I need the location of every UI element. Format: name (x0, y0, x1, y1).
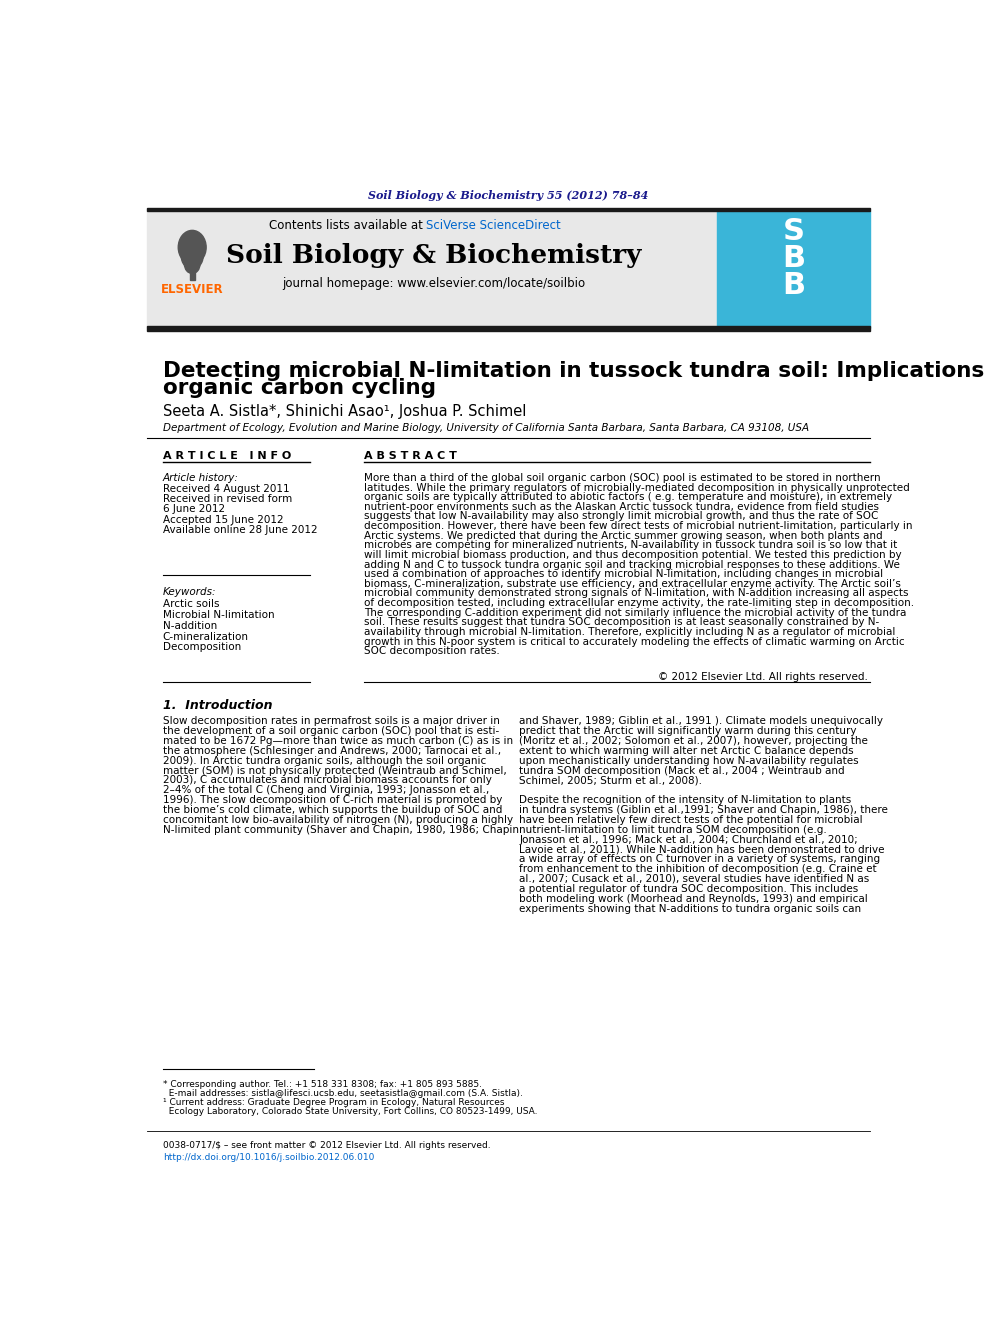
Text: latitudes. While the primary regulators of microbially-mediated decomposition in: latitudes. While the primary regulators … (364, 483, 910, 492)
Text: SOC decomposition rates.: SOC decomposition rates. (364, 646, 500, 656)
Text: A R T I C L E   I N F O: A R T I C L E I N F O (163, 451, 291, 462)
Text: http://dx.doi.org/10.1016/j.soilbio.2012.06.010: http://dx.doi.org/10.1016/j.soilbio.2012… (163, 1152, 374, 1162)
Text: Accepted 15 June 2012: Accepted 15 June 2012 (163, 515, 284, 525)
Text: S: S (783, 217, 805, 246)
Text: mated to be 1672 Pg—more than twice as much carbon (C) as is in: mated to be 1672 Pg—more than twice as m… (163, 736, 513, 746)
Text: in tundra systems (Giblin et al.,1991; Shaver and Chapin, 1986), there: in tundra systems (Giblin et al.,1991; S… (519, 804, 888, 815)
Text: Detecting microbial N-limitation in tussock tundra soil: Implications for Arctic: Detecting microbial N-limitation in tuss… (163, 361, 992, 381)
Text: upon mechanistically understanding how N-availability regulates: upon mechanistically understanding how N… (519, 755, 859, 766)
Text: N-limited plant community (Shaver and Chapin, 1980, 1986; Chapin: N-limited plant community (Shaver and Ch… (163, 824, 519, 835)
Text: journal homepage: www.elsevier.com/locate/soilbio: journal homepage: www.elsevier.com/locat… (283, 277, 585, 290)
Text: 1996). The slow decomposition of C-rich material is promoted by: 1996). The slow decomposition of C-rich … (163, 795, 502, 806)
Text: © 2012 Elsevier Ltd. All rights reserved.: © 2012 Elsevier Ltd. All rights reserved… (658, 672, 868, 681)
Text: biomass, C-mineralization, substrate use efficiency, and extracellular enzyme ac: biomass, C-mineralization, substrate use… (364, 578, 901, 589)
Text: Available online 28 June 2012: Available online 28 June 2012 (163, 525, 317, 536)
Text: Lavoie et al., 2011). While N-addition has been demonstrated to drive: Lavoie et al., 2011). While N-addition h… (519, 844, 885, 855)
Text: have been relatively few direct tests of the potential for microbial: have been relatively few direct tests of… (519, 815, 863, 824)
Text: Jonasson et al., 1996; Mack et al., 2004; Churchland et al., 2010;: Jonasson et al., 1996; Mack et al., 2004… (519, 835, 858, 844)
Text: Slow decomposition rates in permafrost soils is a major driver in: Slow decomposition rates in permafrost s… (163, 716, 500, 726)
Text: a potential regulator of tundra SOC decomposition. This includes: a potential regulator of tundra SOC deco… (519, 884, 858, 894)
Text: E-mail addresses: sistla@lifesci.ucsb.edu, seetasistla@gmail.com (S.A. Sistla).: E-mail addresses: sistla@lifesci.ucsb.ed… (163, 1089, 523, 1098)
Text: Ecology Laboratory, Colorado State University, Fort Collins, CO 80523-1499, USA.: Ecology Laboratory, Colorado State Unive… (163, 1107, 538, 1117)
Text: Contents lists available at: Contents lists available at (269, 220, 427, 233)
Text: suggests that low N-availability may also strongly limit microbial growth, and t: suggests that low N-availability may als… (364, 512, 879, 521)
Text: experiments showing that N-additions to tundra organic soils can: experiments showing that N-additions to … (519, 904, 861, 913)
Text: organic carbon cycling: organic carbon cycling (163, 378, 435, 398)
Text: matter (SOM) is not physically protected (Weintraub and Schimel,: matter (SOM) is not physically protected… (163, 766, 507, 775)
Text: Arctic systems. We predicted that during the Arctic summer growing season, when : Arctic systems. We predicted that during… (364, 531, 883, 541)
Text: organic soils are typically attributed to abiotic factors ( e.g. temperature and: organic soils are typically attributed t… (364, 492, 893, 503)
Text: soil. These results suggest that tundra SOC decomposition is at least seasonally: soil. These results suggest that tundra … (364, 618, 880, 627)
Text: decomposition. However, there have been few direct tests of microbial nutrient-l: decomposition. However, there have been … (364, 521, 913, 531)
Text: ¹ Current address: Graduate Degree Program in Ecology, Natural Resources: ¹ Current address: Graduate Degree Progr… (163, 1098, 504, 1107)
Text: SciVerse ScienceDirect: SciVerse ScienceDirect (427, 220, 561, 233)
Text: al., 2007; Cusack et al., 2010), several studies have identified N as: al., 2007; Cusack et al., 2010), several… (519, 875, 870, 884)
Text: (Moritz et al., 2002; Solomon et al., 2007), however, projecting the: (Moritz et al., 2002; Solomon et al., 20… (519, 736, 868, 746)
Text: Department of Ecology, Evolution and Marine Biology, University of California Sa: Department of Ecology, Evolution and Mar… (163, 423, 808, 433)
Bar (147, 212, 717, 328)
Text: from enhancement to the inhibition of decomposition (e.g. Craine et: from enhancement to the inhibition of de… (519, 864, 877, 875)
Text: tundra SOM decomposition (Mack et al., 2004 ; Weintraub and: tundra SOM decomposition (Mack et al., 2… (519, 766, 845, 775)
Text: availability through microbial N-limitation. Therefore, explicitly including N a: availability through microbial N-limitat… (364, 627, 896, 636)
Text: Microbial N-limitation: Microbial N-limitation (163, 610, 275, 620)
Text: will limit microbial biomass production, and thus decomposition potential. We te: will limit microbial biomass production,… (364, 550, 902, 560)
Text: Received in revised form: Received in revised form (163, 493, 292, 504)
Text: microbial community demonstrated strong signals of N-limitation, with N-addition: microbial community demonstrated strong … (364, 589, 909, 598)
Ellipse shape (179, 230, 206, 265)
Text: used a combination of approaches to identify microbial N-limitation, including c: used a combination of approaches to iden… (364, 569, 883, 579)
Text: nutrient-limitation to limit tundra SOM decomposition (e.g.: nutrient-limitation to limit tundra SOM … (519, 824, 827, 835)
Text: Despite the recognition of the intensity of N-limitation to plants: Despite the recognition of the intensity… (519, 795, 851, 806)
Text: Received 4 August 2011: Received 4 August 2011 (163, 484, 290, 493)
Ellipse shape (182, 245, 203, 269)
Text: 0038-0717/$ – see front matter © 2012 Elsevier Ltd. All rights reserved.: 0038-0717/$ – see front matter © 2012 El… (163, 1142, 490, 1150)
Text: 2–4% of the total C (Cheng and Virginia, 1993; Jonasson et al.,: 2–4% of the total C (Cheng and Virginia,… (163, 786, 489, 795)
Text: 1.  Introduction: 1. Introduction (163, 700, 272, 712)
Text: More than a third of the global soil organic carbon (SOC) pool is estimated to b: More than a third of the global soil org… (364, 472, 881, 483)
Text: N-addition: N-addition (163, 620, 217, 631)
Ellipse shape (185, 255, 200, 274)
Text: predict that the Arctic will significantly warm during this century: predict that the Arctic will significant… (519, 726, 857, 736)
Text: Schimel, 2005; Sturm et al., 2008).: Schimel, 2005; Sturm et al., 2008). (519, 775, 702, 786)
Text: The corresponding C-addition experiment did not similarly influence the microbia: The corresponding C-addition experiment … (364, 607, 907, 618)
Text: both modeling work (Moorhead and Reynolds, 1993) and empirical: both modeling work (Moorhead and Reynold… (519, 893, 868, 904)
Text: adding N and C to tussock tundra organic soil and tracking microbial responses t: adding N and C to tussock tundra organic… (364, 560, 900, 569)
Text: growth in this N-poor system is critical to accurately modeling the effects of c: growth in this N-poor system is critical… (364, 636, 905, 647)
Text: Decomposition: Decomposition (163, 643, 241, 652)
Bar (147, 208, 870, 212)
Text: B: B (782, 271, 806, 300)
Text: C-mineralization: C-mineralization (163, 631, 249, 642)
Text: and Shaver, 1989; Giblin et al., 1991 ). Climate models unequivocally: and Shaver, 1989; Giblin et al., 1991 ).… (519, 716, 883, 726)
Text: concomitant low bio-availability of nitrogen (N), producing a highly: concomitant low bio-availability of nitr… (163, 815, 513, 824)
Text: B: B (782, 245, 806, 274)
Bar (189, 265, 194, 280)
Text: Seeta A. Sistla*, Shinichi Asao¹, Joshua P. Schimel: Seeta A. Sistla*, Shinichi Asao¹, Joshua… (163, 404, 526, 418)
Text: the development of a soil organic carbon (SOC) pool that is esti-: the development of a soil organic carbon… (163, 726, 499, 736)
Text: Arctic soils: Arctic soils (163, 599, 219, 609)
Bar (147, 325, 870, 331)
Text: nutrient-poor environments such as the Alaskan Arctic tussock tundra, evidence f: nutrient-poor environments such as the A… (364, 501, 879, 512)
Text: 2009). In Arctic tundra organic soils, although the soil organic: 2009). In Arctic tundra organic soils, a… (163, 755, 486, 766)
Text: 2003), C accumulates and microbial biomass accounts for only: 2003), C accumulates and microbial bioma… (163, 775, 492, 786)
Bar (717, 212, 870, 328)
Text: Keywords:: Keywords: (163, 587, 216, 597)
Text: a wide array of effects on C turnover in a variety of systems, ranging: a wide array of effects on C turnover in… (519, 855, 880, 864)
Text: Soil Biology & Biochemistry 55 (2012) 78–84: Soil Biology & Biochemistry 55 (2012) 78… (368, 191, 649, 201)
Text: microbes are competing for mineralized nutrients, N-availability in tussock tund: microbes are competing for mineralized n… (364, 540, 898, 550)
Text: Article history:: Article history: (163, 472, 239, 483)
Text: A B S T R A C T: A B S T R A C T (364, 451, 457, 462)
Text: 6 June 2012: 6 June 2012 (163, 504, 225, 515)
Text: the biome’s cold climate, which supports the buildup of SOC and: the biome’s cold climate, which supports… (163, 804, 502, 815)
Text: * Corresponding author. Tel.: +1 518 331 8308; fax: +1 805 893 5885.: * Corresponding author. Tel.: +1 518 331… (163, 1080, 482, 1089)
Text: of decomposition tested, including extracellular enzyme activity, the rate-limit: of decomposition tested, including extra… (364, 598, 915, 609)
Text: Soil Biology & Biochemistry: Soil Biology & Biochemistry (226, 242, 642, 267)
Text: the atmosphere (Schlesinger and Andrews, 2000; Tarnocai et al.,: the atmosphere (Schlesinger and Andrews,… (163, 746, 501, 755)
Text: ELSEVIER: ELSEVIER (161, 283, 223, 296)
Text: extent to which warming will alter net Arctic C balance depends: extent to which warming will alter net A… (519, 746, 854, 755)
